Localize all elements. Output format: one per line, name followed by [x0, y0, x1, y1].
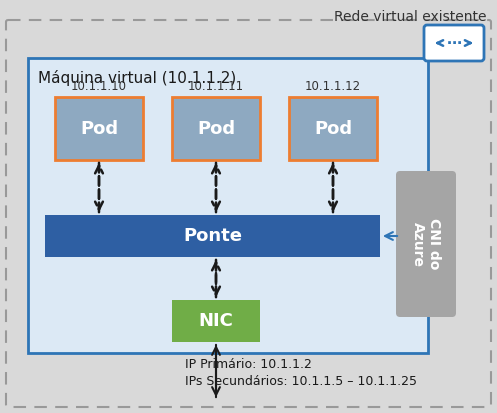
Text: 10.1.1.10: 10.1.1.10	[71, 80, 127, 93]
Text: Pod: Pod	[197, 119, 235, 138]
FancyBboxPatch shape	[289, 97, 377, 160]
Text: Pod: Pod	[314, 119, 352, 138]
FancyBboxPatch shape	[424, 25, 484, 61]
Text: CNI do
Azure: CNI do Azure	[411, 218, 441, 270]
FancyBboxPatch shape	[6, 20, 491, 407]
Text: Ponte: Ponte	[183, 227, 242, 245]
FancyBboxPatch shape	[45, 215, 380, 257]
FancyBboxPatch shape	[396, 171, 456, 317]
Text: Máquina virtual (10.1.1.2): Máquina virtual (10.1.1.2)	[38, 70, 236, 86]
Text: IP Primário: 10.1.1.2: IP Primário: 10.1.1.2	[185, 358, 312, 371]
Text: Pod: Pod	[80, 119, 118, 138]
Text: 10.1.1.12: 10.1.1.12	[305, 80, 361, 93]
FancyBboxPatch shape	[172, 300, 260, 342]
Text: 10.1.1.11: 10.1.1.11	[188, 80, 244, 93]
FancyBboxPatch shape	[28, 58, 428, 353]
FancyBboxPatch shape	[55, 97, 143, 160]
Text: ⋯: ⋯	[446, 36, 462, 50]
Text: NIC: NIC	[199, 312, 234, 330]
Text: IPs Secundários: 10.1.1.5 – 10.1.1.25: IPs Secundários: 10.1.1.5 – 10.1.1.25	[185, 375, 417, 388]
FancyBboxPatch shape	[172, 97, 260, 160]
Text: Rede virtual existente: Rede virtual existente	[334, 10, 487, 24]
